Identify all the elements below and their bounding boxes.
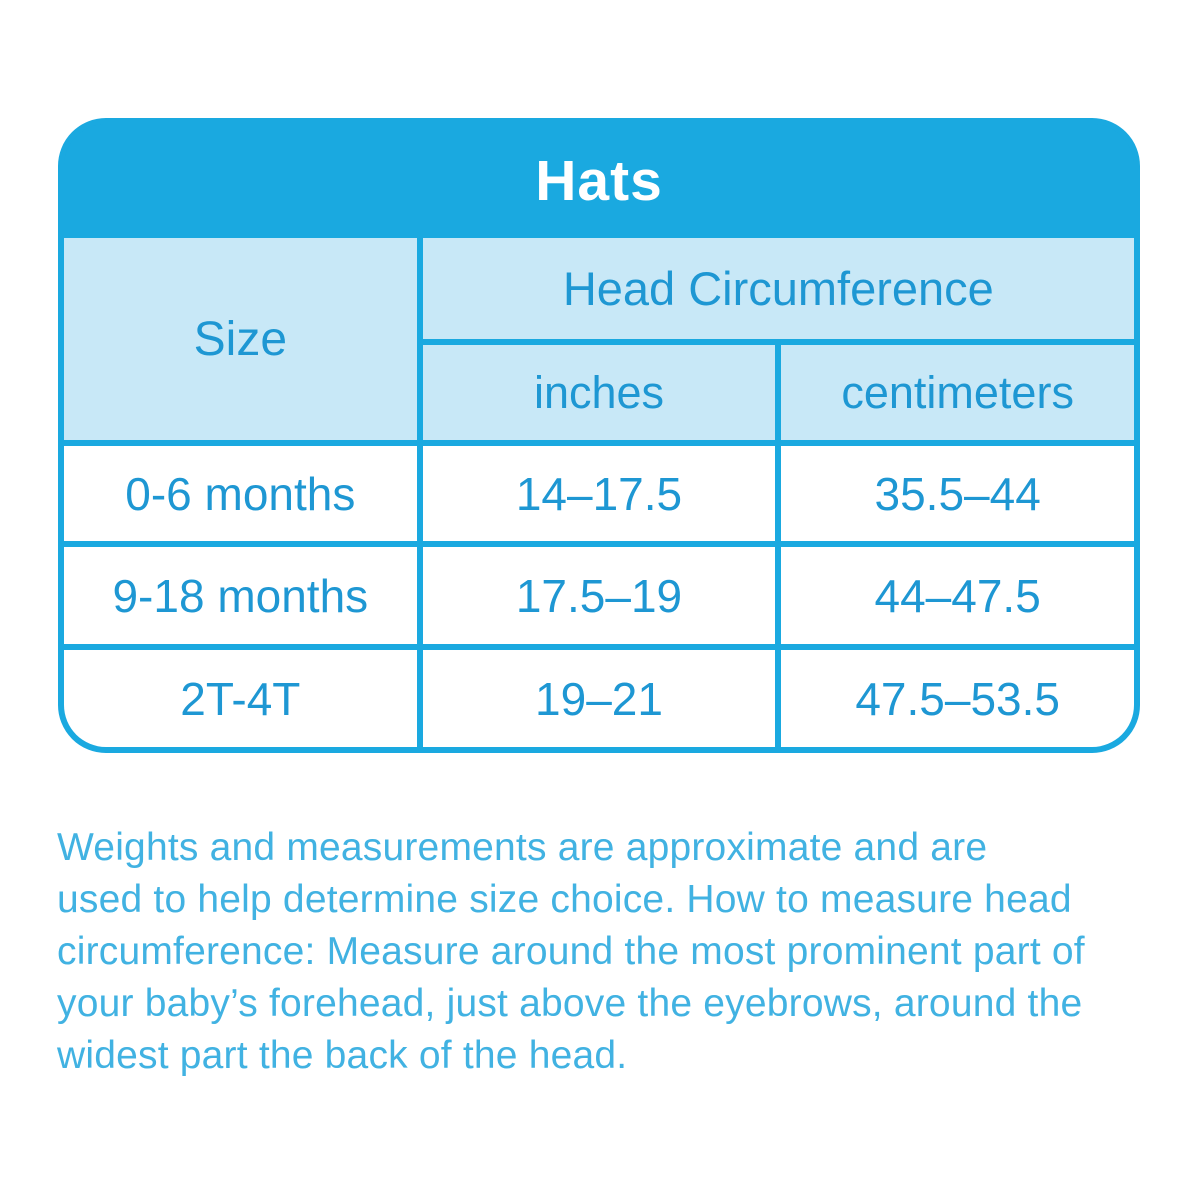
centimeters-column-header: centimeters bbox=[781, 345, 1134, 440]
row-2-centimeters-cell: 47.5–53.5 bbox=[781, 650, 1134, 747]
note-line-4: your baby’s forehead, just above the eye… bbox=[57, 982, 1083, 1025]
note-line-3: circumference: Measure around the most p… bbox=[57, 930, 1085, 973]
measurement-note: Weights and measurements are approximate… bbox=[57, 822, 1085, 1082]
hats-size-chart: Hats Size Head Circumference inches cent… bbox=[58, 118, 1140, 753]
row-1-inches-cell: 17.5–19 bbox=[422, 547, 776, 644]
note-line-2: used to help determine size choice. How … bbox=[57, 878, 1072, 921]
row-1-centimeters-cell: 44–47.5 bbox=[781, 547, 1134, 644]
note-line-1: Weights and measurements are approximate… bbox=[57, 826, 988, 869]
size-table-grid: Size Head Circumference inches centimete… bbox=[64, 238, 1134, 747]
table-title: Hats bbox=[64, 124, 1134, 238]
row-0-size-cell: 0-6 months bbox=[64, 446, 417, 541]
head-circumference-header: Head Circumference bbox=[422, 238, 1134, 339]
row-2-inches-cell: 19–21 bbox=[422, 650, 776, 747]
row-0-inches-cell: 14–17.5 bbox=[422, 446, 776, 541]
row-1-size-cell: 9-18 months bbox=[64, 547, 417, 644]
inches-column-header: inches bbox=[422, 345, 776, 440]
row-2-size-cell: 2T-4T bbox=[64, 650, 417, 747]
size-column-header: Size bbox=[64, 238, 417, 440]
row-0-centimeters-cell: 35.5–44 bbox=[781, 446, 1134, 541]
note-line-5: widest part the back of the head. bbox=[57, 1034, 628, 1077]
